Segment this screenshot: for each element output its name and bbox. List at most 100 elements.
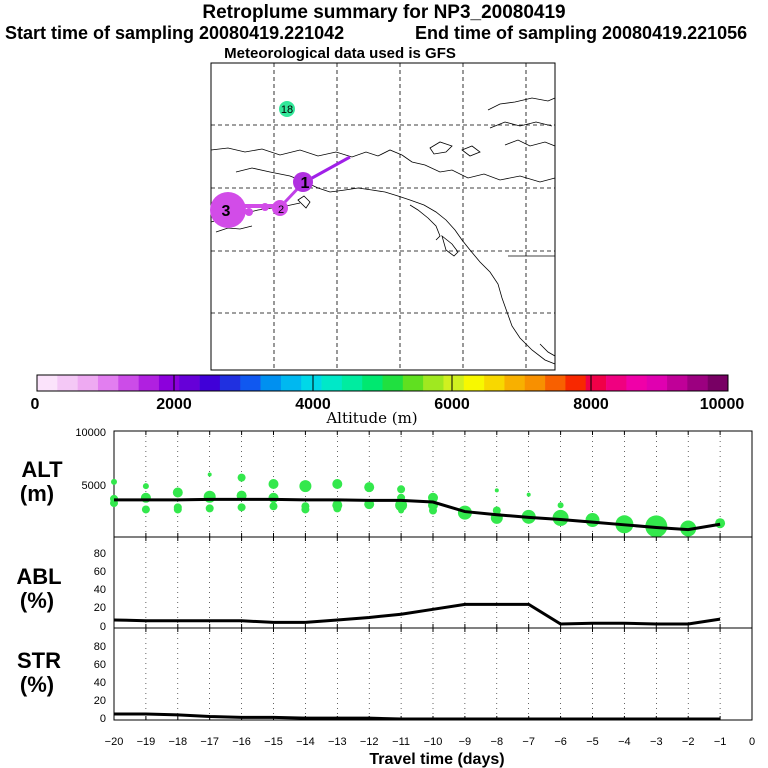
x-tick-label: −14 bbox=[296, 736, 315, 748]
abl-ytick: 80 bbox=[94, 548, 106, 560]
alt-point bbox=[269, 502, 278, 511]
alt-point bbox=[237, 503, 246, 512]
x-tick-label: −19 bbox=[137, 736, 156, 748]
alt-point bbox=[494, 488, 499, 493]
abl-yticks: 80 60 40 20 0 bbox=[94, 548, 106, 633]
colorbar-swatch bbox=[301, 375, 322, 391]
abl-label: ABL bbox=[16, 564, 61, 589]
x-tick-label: −11 bbox=[392, 736, 410, 748]
x-axis-label: Travel time (days) bbox=[369, 751, 504, 768]
x-tick-label: −5 bbox=[586, 736, 599, 748]
x-tick-label: −18 bbox=[168, 736, 187, 748]
alt-point bbox=[301, 505, 310, 514]
colorbar-swatch bbox=[362, 375, 383, 391]
alt-point bbox=[715, 518, 726, 529]
abl-ytick: 20 bbox=[94, 602, 106, 614]
alt-point bbox=[552, 509, 569, 526]
marker-circle bbox=[272, 200, 288, 216]
colorbar-tick: 6000 bbox=[434, 396, 470, 413]
colorbar-frame bbox=[36, 374, 729, 392]
x-tick-label: −9 bbox=[459, 736, 472, 748]
marker-circle bbox=[261, 203, 269, 211]
abl-line bbox=[113, 602, 721, 626]
colorbar-swatch bbox=[341, 375, 363, 391]
colorbar-swatch bbox=[585, 375, 607, 391]
alt-panel: ALT (m) 10000 5000 bbox=[20, 427, 753, 538]
marker-label: 1 bbox=[301, 175, 310, 192]
colorbar-swatch bbox=[606, 375, 627, 391]
str-ytick: 0 bbox=[100, 713, 106, 725]
colorbar-swatch bbox=[57, 375, 78, 391]
colorbar-swatch bbox=[504, 375, 526, 391]
colorbar-label: Altitude (m) bbox=[325, 409, 417, 427]
colorbar-tick: 4000 bbox=[295, 396, 331, 413]
str-panel: STR (%) 80 60 40 20 0 bbox=[17, 627, 753, 725]
alt-point bbox=[429, 506, 437, 515]
alt-point bbox=[364, 482, 375, 493]
colorbar-swatch bbox=[402, 375, 424, 391]
alt-point bbox=[333, 504, 342, 513]
colorbar-swatch bbox=[646, 375, 668, 391]
alt-unit: (m) bbox=[20, 481, 54, 506]
start-time-label: Start time of sampling 20080419.221042 bbox=[5, 23, 345, 43]
colorbar-swatch bbox=[77, 375, 99, 391]
colorbar-swatch bbox=[37, 375, 58, 391]
marker-circle bbox=[210, 192, 246, 228]
map-marker-18: 18 bbox=[279, 101, 295, 117]
alt-point bbox=[395, 499, 408, 512]
abl-panel: ABL (%) 80 60 40 20 0 bbox=[16, 536, 753, 633]
map-panel: 18 1 3 2 bbox=[210, 62, 556, 371]
alt-point bbox=[205, 504, 214, 513]
colorbar-tick: 0 bbox=[31, 396, 40, 413]
str-yticks: 80 60 40 20 0 bbox=[94, 641, 106, 725]
x-tick-label: 0 bbox=[749, 736, 755, 748]
marker-circle bbox=[279, 101, 295, 117]
marker-circle bbox=[293, 172, 313, 192]
x-tick-label: −3 bbox=[650, 736, 663, 748]
colorbar-swatch bbox=[687, 375, 708, 391]
str-ytick: 40 bbox=[94, 677, 106, 689]
colorbar-tick: 2000 bbox=[156, 396, 192, 413]
colorbar-swatch bbox=[463, 375, 485, 391]
map-graticule bbox=[211, 63, 555, 370]
x-axis-ticks: −20 −19 −18 −17 −16 −15 −14 −13 −12 −11 −10 −9 −8 −7−… bbox=[105, 736, 755, 748]
str-grid bbox=[113, 628, 753, 720]
abl-ytick: 40 bbox=[94, 584, 106, 596]
alt-point bbox=[428, 492, 438, 503]
alt-point bbox=[237, 473, 246, 482]
x-tick-label: −16 bbox=[232, 736, 251, 748]
x-tick-label: −6 bbox=[554, 736, 567, 748]
colorbar-swatch bbox=[260, 375, 282, 391]
x-tick-label: −4 bbox=[618, 736, 631, 748]
end-time-label: End time of sampling 20080419.221056 bbox=[415, 23, 748, 43]
altitude-colorbar bbox=[36, 374, 729, 392]
colorbar-tick: 10000 bbox=[700, 396, 745, 413]
alt-scatter bbox=[110, 472, 726, 538]
str-line bbox=[114, 712, 721, 721]
x-tick-label: −15 bbox=[264, 736, 283, 748]
alt-point bbox=[142, 483, 149, 490]
abl-grid bbox=[113, 537, 753, 628]
colorbar-swatch bbox=[667, 375, 688, 391]
x-tick-label: −2 bbox=[682, 736, 695, 748]
x-tick-label: −7 bbox=[522, 736, 535, 748]
map-frame bbox=[210, 62, 556, 371]
alt-point bbox=[299, 480, 312, 493]
alt-point bbox=[268, 479, 279, 489]
alt-point bbox=[332, 479, 343, 489]
colorbar-swatch bbox=[423, 375, 444, 391]
alt-mean-line bbox=[114, 497, 721, 532]
met-data-label: Meteorological data used is GFS bbox=[224, 45, 456, 62]
abl-ytick: 60 bbox=[94, 566, 106, 578]
str-label: STR bbox=[17, 648, 61, 673]
alt-label: ALT bbox=[21, 457, 63, 482]
colorbar-swatch bbox=[484, 375, 505, 391]
colorbar-swatch bbox=[443, 375, 465, 391]
str-ytick: 20 bbox=[94, 695, 106, 707]
str-ytick: 60 bbox=[94, 659, 106, 671]
alt-point bbox=[526, 492, 531, 497]
alt-ytick: 5000 bbox=[82, 480, 106, 492]
x-tick-label: −13 bbox=[328, 736, 347, 748]
marker-label: 3 bbox=[222, 203, 231, 220]
colorbar-swatch bbox=[321, 375, 343, 391]
